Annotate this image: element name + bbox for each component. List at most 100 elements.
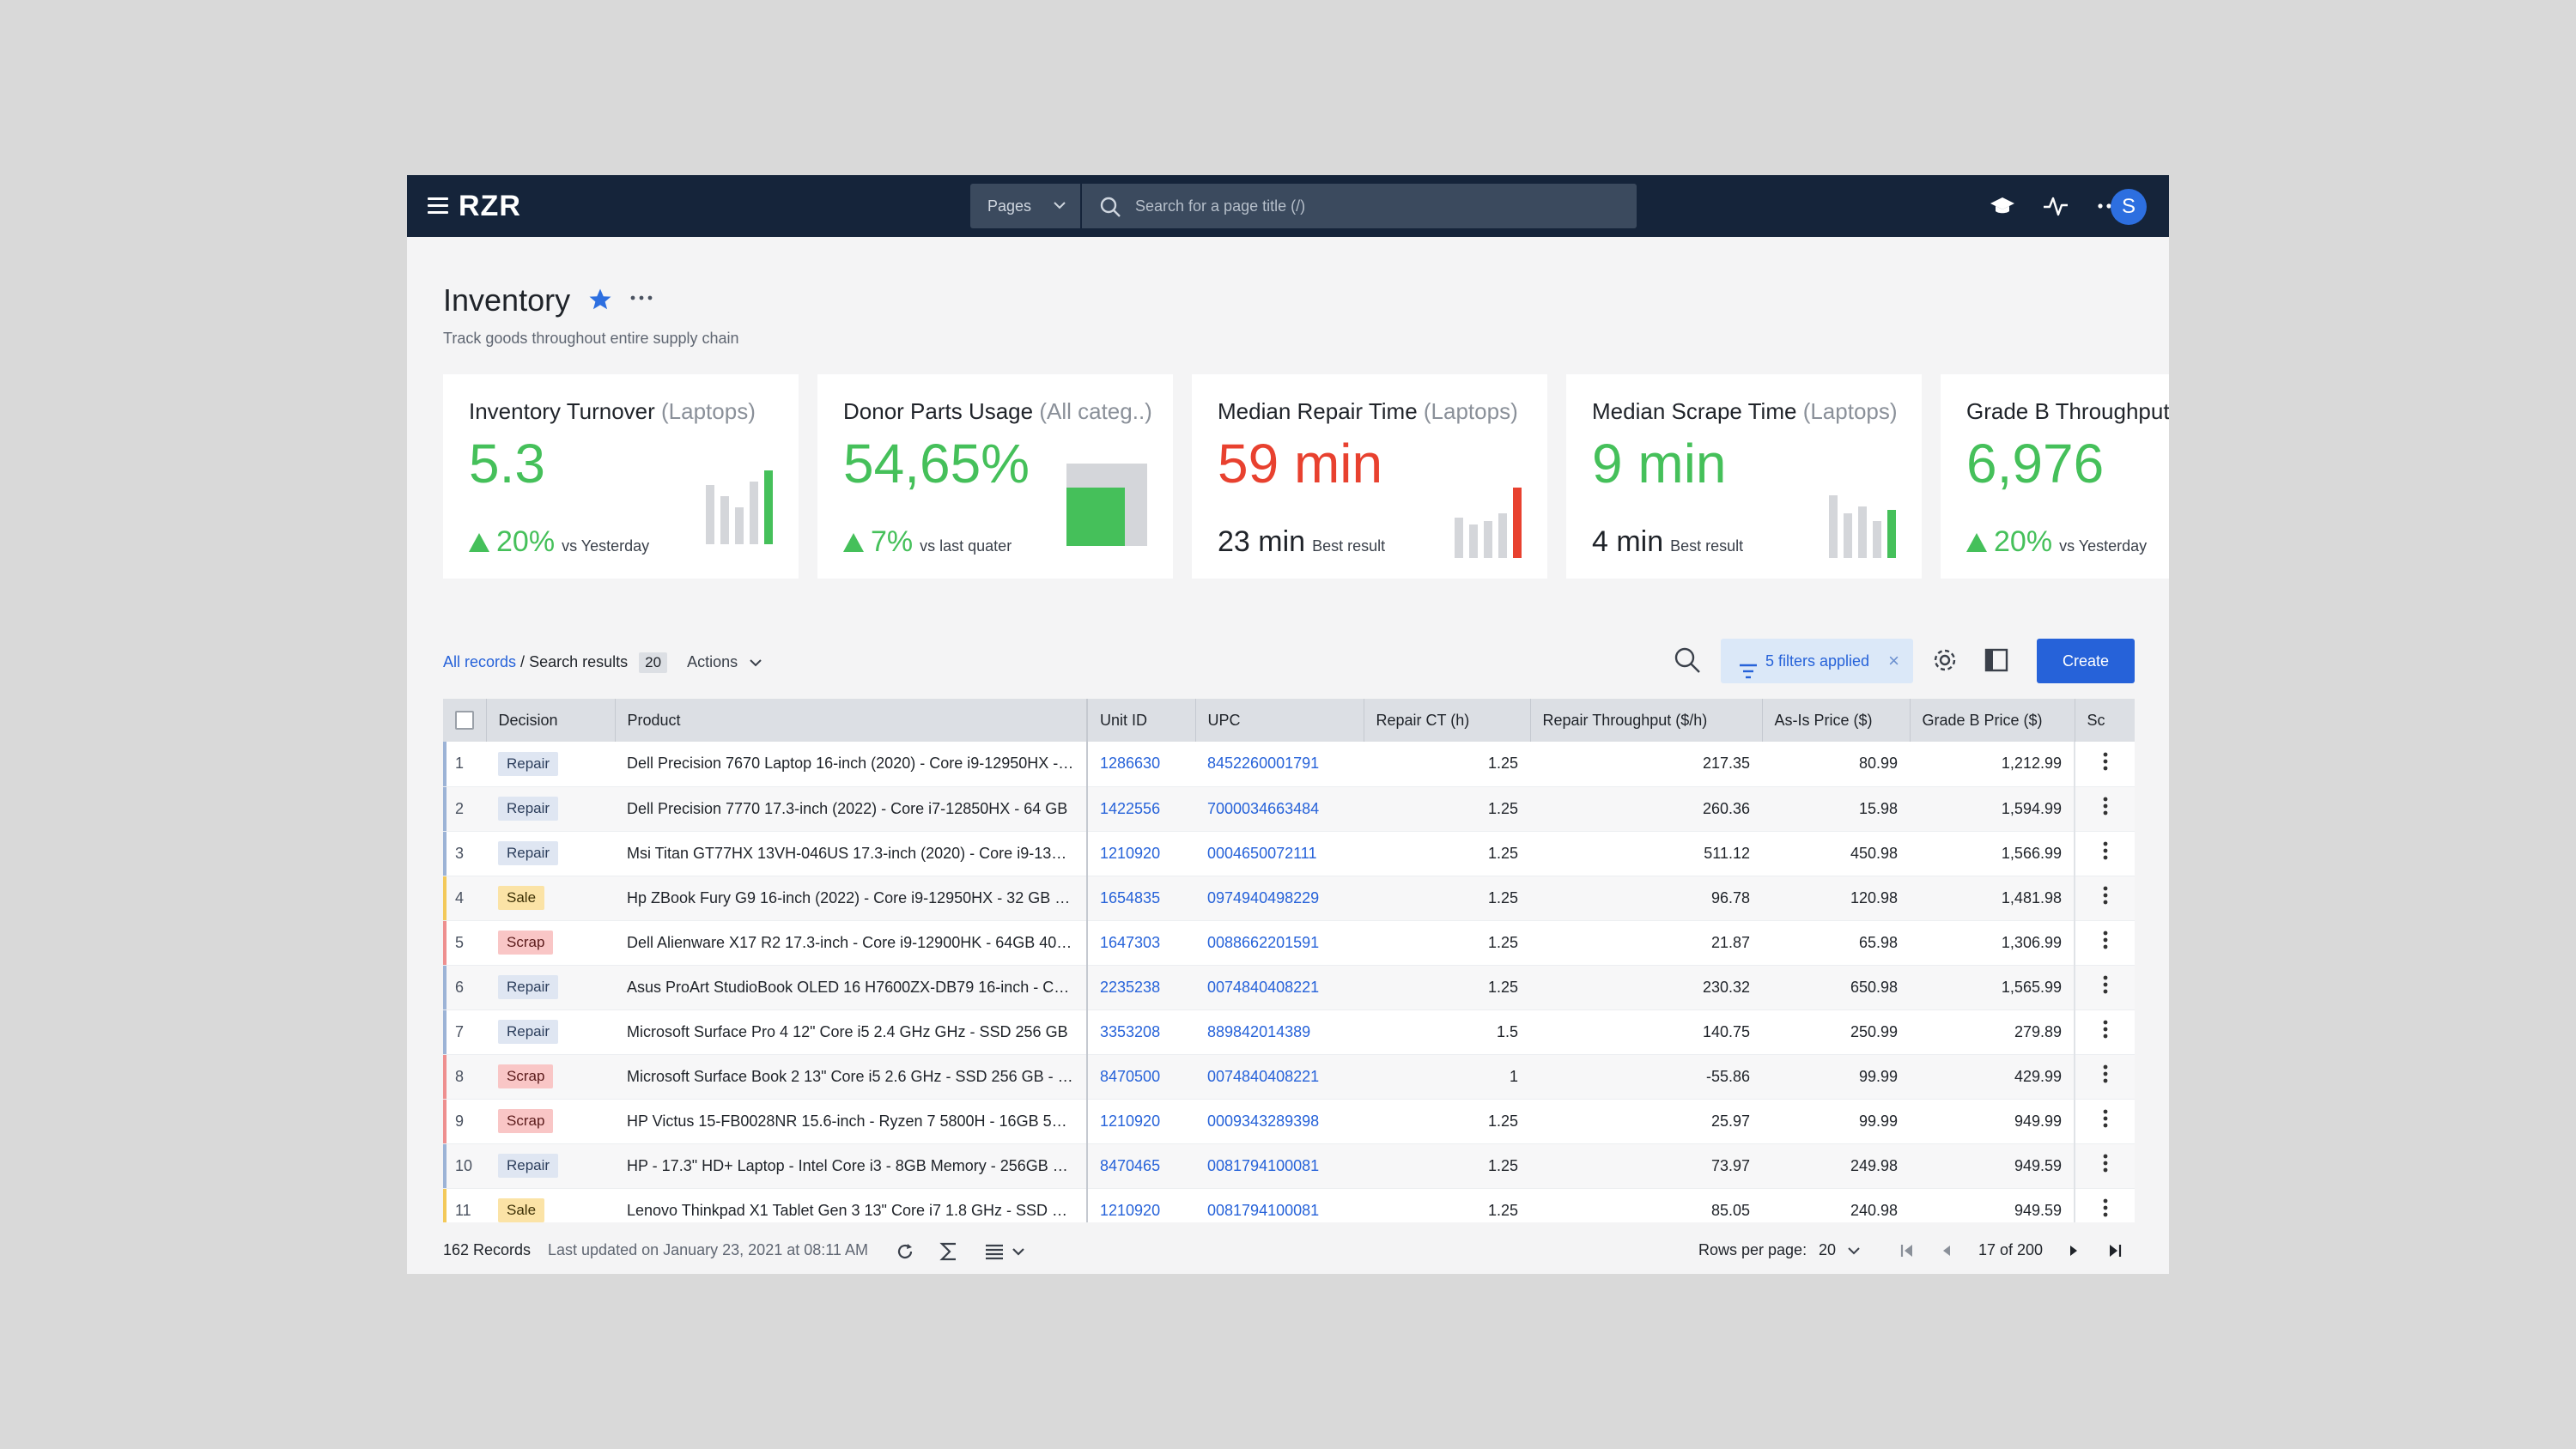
side-panel-icon[interactable]: [1984, 647, 2009, 677]
table-row[interactable]: 10 Repair HP - 17.3" HD+ Laptop - Intel Co…: [443, 1143, 2135, 1189]
row-menu-icon[interactable]: [2074, 1143, 2135, 1189]
density-icon[interactable]: [984, 1241, 1030, 1266]
table-row[interactable]: 9 Scrap HP Victus 15-FB0028NR 15.6-inch - …: [443, 1099, 2135, 1144]
table-row[interactable]: 4 Sale Hp ZBook Fury G9 16-inch (2022) - C…: [443, 876, 2135, 921]
kpi-card-inventory-turnover[interactable]: Inventory Turnover (Laptops) 5.3 20% vs Y…: [443, 374, 799, 579]
grade-b-price-cell: 1,566.99: [1910, 831, 2075, 876]
row-menu-icon[interactable]: [2074, 1009, 2135, 1055]
column-header-grade-b-price[interactable]: Grade B Price ($): [1910, 699, 2075, 742]
row-menu-icon[interactable]: [2074, 1099, 2135, 1144]
select-all-checkbox[interactable]: [455, 711, 474, 731]
user-avatar[interactable]: S: [2111, 189, 2147, 225]
grade-b-price-cell: 279.89: [1910, 1009, 2075, 1055]
unit-id-link[interactable]: 1647303: [1087, 920, 1195, 966]
column-header-unit-id[interactable]: Unit ID: [1087, 699, 1196, 742]
upc-link[interactable]: 8452260001791: [1195, 742, 1364, 787]
unit-id-link[interactable]: 1210920: [1087, 831, 1195, 876]
actions-dropdown[interactable]: Actions: [687, 653, 764, 670]
column-header-product[interactable]: Product: [615, 699, 1088, 742]
upc-link[interactable]: 0009343289398: [1195, 1099, 1364, 1144]
upc-link[interactable]: 0004650072111: [1195, 831, 1364, 876]
table-row[interactable]: 2 Repair Dell Precision 7770 17.3-inch (20…: [443, 786, 2135, 832]
row-menu-icon[interactable]: [2074, 965, 2135, 1010]
kpi-card-grade-b-throughput[interactable]: Grade B Throughput 6,976 20% vs Yesterday: [1941, 374, 2169, 579]
upc-link[interactable]: 0074840408221: [1195, 965, 1364, 1010]
upc-link[interactable]: 0081794100081: [1195, 1188, 1364, 1222]
last-updated: Last updated on January 23, 2021 at 08:1…: [548, 1241, 868, 1258]
row-menu-icon[interactable]: [2074, 920, 2135, 966]
column-header-decision[interactable]: Decision: [486, 699, 616, 742]
clear-filters-icon[interactable]: ×: [1888, 650, 1899, 671]
row-menu-icon[interactable]: [2074, 742, 2135, 787]
table-row[interactable]: 7 Repair Microsoft Surface Pro 4 12" Core …: [443, 1009, 2135, 1055]
column-header-as-is-price[interactable]: As-Is Price ($): [1762, 699, 1911, 742]
filters-applied-button[interactable]: 5 filters applied ×: [1721, 639, 1913, 683]
table-row[interactable]: 11 Sale Lenovo Thinkpad X1 Tablet Gen 3 13…: [443, 1188, 2135, 1222]
first-page-icon[interactable]: [1898, 1241, 1917, 1264]
graduation-cap-icon[interactable]: [1989, 192, 2016, 220]
unit-id-link[interactable]: 1286630: [1087, 742, 1195, 787]
table-row[interactable]: 1 Repair Dell Precision 7670 Laptop 16-inc…: [443, 742, 2135, 787]
favorite-star-icon[interactable]: [587, 287, 613, 317]
column-header-upc[interactable]: UPC: [1195, 699, 1364, 742]
kpi-card-donor-parts-usage[interactable]: Donor Parts Usage (All categ..) 54,65% 7…: [817, 374, 1173, 579]
pages-dropdown[interactable]: Pages: [970, 184, 1080, 228]
select-all-header[interactable]: [443, 699, 487, 742]
activity-icon[interactable]: [2042, 192, 2069, 220]
table-search-icon[interactable]: [1673, 646, 1702, 679]
upc-link[interactable]: 0974940498229: [1195, 876, 1364, 921]
kpi-card-median-repair-time[interactable]: Median Repair Time (Laptops) 59 min 23 m…: [1192, 374, 1547, 579]
table-row[interactable]: 6 Repair Asus ProArt StudioBook OLED 16 H7…: [443, 965, 2135, 1010]
row-menu-icon[interactable]: [2074, 1054, 2135, 1100]
row-menu-icon[interactable]: [2074, 1188, 2135, 1222]
upc-link[interactable]: 0081794100081: [1195, 1143, 1364, 1189]
upc-link[interactable]: 0088662201591: [1195, 920, 1364, 966]
sparkline-bar: [764, 470, 773, 544]
row-menu-icon[interactable]: [2074, 876, 2135, 921]
sum-icon[interactable]: [939, 1241, 958, 1266]
rows-per-page-label: Rows per page:: [1698, 1241, 1807, 1258]
product-cell: HP Victus 15-FB0028NR 15.6-inch - Ryzen …: [615, 1099, 1088, 1144]
upc-link[interactable]: 0074840408221: [1195, 1054, 1364, 1100]
last-page-icon[interactable]: [2105, 1241, 2124, 1264]
unit-id-link[interactable]: 8470465: [1087, 1143, 1195, 1189]
page-search-input[interactable]: Search for a page title (/): [1082, 184, 1637, 228]
rows-per-page-select[interactable]: 20: [1819, 1226, 1862, 1274]
page-title: Inventory: [443, 282, 571, 318]
settings-gear-icon[interactable]: [1930, 646, 1959, 679]
breadcrumb-separator: /: [520, 653, 526, 670]
top-navigation-bar: RZR Pages Search for a page title (/) S: [407, 175, 2169, 237]
breadcrumb-all-records[interactable]: All records: [443, 653, 517, 670]
unit-id-link[interactable]: 3353208: [1087, 1009, 1195, 1055]
table-footer: 162 Records Last updated on January 23, …: [407, 1226, 2169, 1274]
unit-id-link[interactable]: 1654835: [1087, 876, 1195, 921]
unit-id-link[interactable]: 1210920: [1087, 1099, 1195, 1144]
row-menu-icon[interactable]: [2074, 786, 2135, 832]
unit-id-link[interactable]: 2235238: [1087, 965, 1195, 1010]
unit-id-link[interactable]: 1210920: [1087, 1188, 1195, 1222]
table-row[interactable]: 3 Repair Msi Titan GT77HX 13VH-046US 17.3-…: [443, 831, 2135, 876]
table-row[interactable]: 5 Scrap Dell Alienware X17 R2 17.3-inch - …: [443, 920, 2135, 966]
decision-cell: Repair: [486, 742, 615, 787]
unit-id-link[interactable]: 8470500: [1087, 1054, 1195, 1100]
column-header-repair-ct[interactable]: Repair CT (h): [1364, 699, 1531, 742]
breadcrumb-search-results: Search results: [529, 653, 629, 670]
product-cell: Dell Alienware X17 R2 17.3-inch - Core i…: [615, 920, 1088, 966]
product-cell: Lenovo Thinkpad X1 Tablet Gen 3 13" Core…: [615, 1188, 1088, 1222]
previous-page-icon[interactable]: [1937, 1241, 1956, 1264]
create-button[interactable]: Create: [2037, 639, 2135, 683]
column-header-sc[interactable]: Sc: [2075, 699, 2135, 742]
row-menu-icon[interactable]: [2074, 831, 2135, 876]
upc-link[interactable]: 889842014389: [1195, 1009, 1364, 1055]
unit-id-link[interactable]: 1422556: [1087, 786, 1195, 832]
app-logo[interactable]: RZR: [459, 190, 521, 222]
menu-icon[interactable]: [428, 197, 448, 215]
next-page-icon[interactable]: [2064, 1241, 2083, 1264]
table-row[interactable]: 8 Scrap Microsoft Surface Book 2 13" Core …: [443, 1054, 2135, 1100]
column-header-repair-throughput[interactable]: Repair Throughput ($/h): [1530, 699, 1763, 742]
page-more-icon[interactable]: [629, 285, 654, 316]
upc-link[interactable]: 7000034663484: [1195, 786, 1364, 832]
refresh-icon[interactable]: [895, 1241, 915, 1266]
kpi-card-median-scrape-time[interactable]: Median Scrape Time (Laptops) 9 min 4 min…: [1566, 374, 1922, 579]
sparkline-bar: [750, 482, 758, 544]
